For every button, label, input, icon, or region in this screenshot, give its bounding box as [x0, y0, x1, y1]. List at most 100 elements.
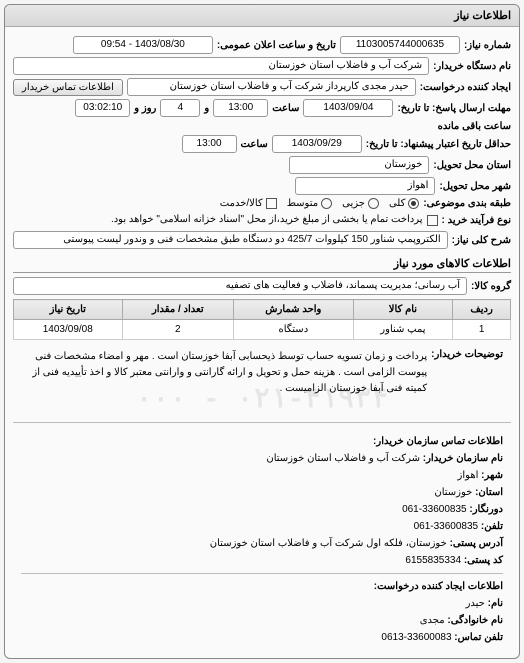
creator-field: حیدر مجدی کارپرداز شرکت آب و فاضلاب استا… [127, 78, 416, 96]
remain-time-field: 03:02:10 [75, 99, 130, 117]
announce-field: 1403/08/30 - 09:54 [73, 36, 213, 54]
radio-partial-label: جزیی [342, 198, 365, 209]
row-deadline: مهلت ارسال پاسخ: تا تاریخ: 1403/09/04 سا… [13, 99, 511, 132]
name-value: حیدر [466, 598, 485, 609]
row-province: استان محل تحویل: خوزستان [13, 156, 511, 174]
contact-button[interactable]: اطلاعات تماس خریدار [13, 79, 123, 96]
radio-partial[interactable]: جزیی [342, 198, 379, 209]
check-icon [266, 198, 277, 209]
row-notes: توضیحات خریدار: پرداخت و زمان تسویه حساب… [21, 349, 503, 397]
purchase-type-label: نوع فرآیند خرید : [442, 215, 511, 226]
phone-value: 33600835-061 [414, 521, 479, 532]
subject-label: شرح کلی نیاز: [452, 235, 511, 246]
col-row: ردیف [453, 300, 511, 320]
items-section-title: اطلاعات کالاهای مورد نیاز [13, 257, 511, 273]
purchase-check[interactable] [427, 215, 438, 226]
info-panel: اطلاعات نیاز شماره نیاز: 110300574400063… [4, 4, 520, 659]
panel-title: اطلاعات نیاز [5, 5, 519, 27]
panel-body: شماره نیاز: 1103005744000635 تاریخ و ساع… [5, 27, 519, 658]
phone-label: تلفن: [481, 521, 503, 532]
address-value: خوزستان، فلکه اول شرکت آب و فاضلاب استان… [210, 538, 447, 549]
request-no-label: شماره نیاز: [464, 40, 511, 51]
group-field: آب رسانی؛ مدیریت پسماند، فاضلاب و فعالیت… [13, 277, 467, 295]
radio-all[interactable]: کلی [389, 198, 419, 209]
radio-icon [321, 198, 332, 209]
postal-value: 6155835334 [405, 555, 461, 566]
province-label: استان محل تحویل: [433, 160, 511, 171]
cell-qty: 2 [122, 320, 234, 340]
postal-label: کد پستی: [464, 555, 503, 566]
family-value: مجدی [420, 615, 445, 626]
province-field: خوزستان [289, 156, 429, 174]
row-subject: شرح کلی نیاز: الکتروپمپ شناور 150 کیلووا… [13, 231, 511, 249]
deadline-time-field: 13:00 [213, 99, 268, 117]
col-date: تاریخ نیاز [14, 300, 123, 320]
notes-text: پرداخت و زمان تسویه حساب توسط ذیحسابی آب… [21, 349, 427, 397]
separator-2 [21, 573, 503, 574]
fax-value: 33600835-061 [402, 504, 467, 515]
table-header-row: ردیف نام کالا واحد شمارش تعداد / مقدار ت… [14, 300, 511, 320]
separator [13, 422, 511, 423]
purchase-note: پرداخت تمام یا بخشی از مبلغ خرید،از محل … [111, 212, 423, 228]
request-no-field: 1103005744000635 [340, 36, 460, 54]
deadline-label: مهلت ارسال پاسخ: تا تاریخ: [397, 103, 511, 114]
row-purchase-type: نوع فرآیند خرید : پرداخت تمام یا بخشی از… [13, 212, 511, 228]
radio-icon [408, 198, 419, 209]
creator-label: ایجاد کننده درخواست: [420, 82, 511, 93]
buyer-org-field: شرکت آب و فاضلاب استان خوزستان [13, 57, 429, 75]
category-radio-group: کلی جزیی متوسط کالا/خدمت [220, 198, 420, 209]
col-qty: تعداد / مقدار [122, 300, 234, 320]
contact-block: اطلاعات تماس سازمان خریدار: نام سازمان خ… [13, 427, 511, 652]
contact-city-label: شهر: [481, 470, 503, 481]
contact-province: خوزستان [434, 487, 472, 498]
notes-label: توضیحات خریدار: [431, 349, 503, 360]
items-table: ردیف نام کالا واحد شمارش تعداد / مقدار ت… [13, 299, 511, 340]
contact-province-label: استان: [475, 487, 503, 498]
col-unit: واحد شمارش [234, 300, 354, 320]
buyer-org-label: نام دستگاه خریدار: [433, 61, 511, 72]
city-field: اهواز [295, 177, 435, 195]
creator-title: اطلاعات ایجاد کننده درخواست: [374, 581, 503, 592]
group-label: گروه کالا: [471, 281, 511, 292]
notes-area: توضیحات خریدار: پرداخت و زمان تسویه حساب… [13, 340, 511, 418]
time-label-2: ساعت [241, 139, 268, 150]
deadline-date-field: 1403/09/04 [303, 99, 393, 117]
cell-unit: دستگاه [234, 320, 354, 340]
cell-date: 1403/09/08 [14, 320, 123, 340]
remain-label: ساعت باقی مانده [438, 121, 511, 132]
tel-label: تلفن تماس: [454, 632, 503, 643]
col-name: نام کالا [353, 300, 453, 320]
announce-label: تاریخ و ساعت اعلان عمومی: [217, 40, 336, 51]
row-request-no: شماره نیاز: 1103005744000635 تاریخ و ساع… [13, 36, 511, 54]
cell-name: پمپ شناور [353, 320, 453, 340]
radio-icon [368, 198, 379, 209]
fax-label: دورنگار: [469, 504, 503, 515]
check-service[interactable]: کالا/خدمت [220, 198, 277, 209]
radio-all-label: کلی [389, 198, 405, 209]
subject-field: الکتروپمپ شناور 150 کیلووات 425/7 دو دست… [13, 231, 448, 249]
radio-medium[interactable]: متوسط [287, 198, 332, 209]
contact-city: اهواز [458, 470, 479, 481]
row-category: طبقه بندی موضوعی: کلی جزیی متوسط کالا/خد… [13, 198, 511, 209]
row-valid: حداقل تاریخ اعتبار پیشنهاد: تا تاریخ: 14… [13, 135, 511, 153]
time-label-1: ساعت [272, 103, 299, 114]
row-group: گروه کالا: آب رسانی؛ مدیریت پسماند، فاضل… [13, 277, 511, 295]
days-field: 4 [160, 99, 200, 117]
table-row: 1 پمپ شناور دستگاه 2 1403/09/08 [14, 320, 511, 340]
name-label: نام: [488, 598, 503, 609]
org-value: شرکت آب و فاضلاب استان خوزستان [266, 453, 420, 464]
family-label: نام خانوادگی: [447, 615, 503, 626]
cell-idx: 1 [453, 320, 511, 340]
tel-value: 33600083-0613 [381, 632, 451, 643]
radio-medium-label: متوسط [287, 198, 318, 209]
check-service-label: کالا/خدمت [220, 198, 263, 209]
and-label: و [204, 103, 209, 114]
valid-time-field: 13:00 [182, 135, 237, 153]
valid-label: حداقل تاریخ اعتبار پیشنهاد: تا تاریخ: [366, 139, 511, 150]
row-creator: ایجاد کننده درخواست: حیدر مجدی کارپرداز … [13, 78, 511, 96]
category-label: طبقه بندی موضوعی: [423, 198, 511, 209]
valid-date-field: 1403/09/29 [272, 135, 362, 153]
row-buyer-org: نام دستگاه خریدار: شرکت آب و فاضلاب استا… [13, 57, 511, 75]
address-label: آدرس پستی: [450, 538, 503, 549]
day-label: روز و [134, 103, 156, 114]
